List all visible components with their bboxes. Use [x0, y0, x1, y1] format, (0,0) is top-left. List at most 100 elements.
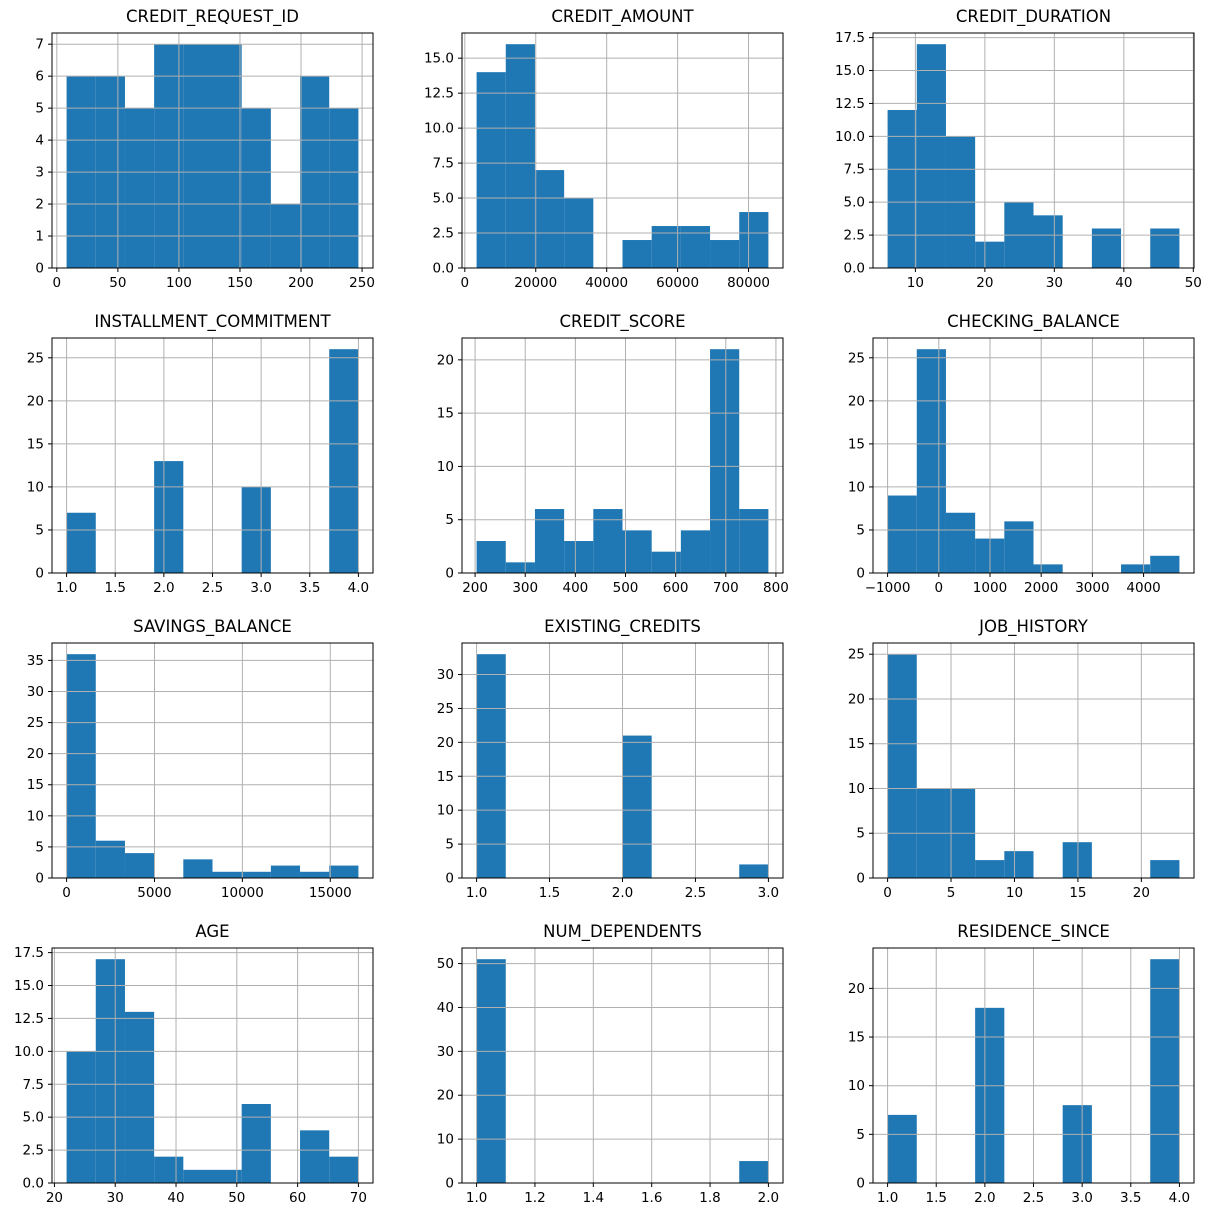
histogram-bar — [154, 461, 184, 573]
y-tick-label: 2.5 — [843, 228, 864, 244]
histogram-bar — [300, 871, 330, 878]
subplot-job-history: 0 5 10 15 20 0 5 10 15 20 25 JOB_HISTORY — [821, 610, 1231, 915]
x-tick-label: 3.0 — [758, 885, 779, 901]
x-tick-label: 0 — [934, 580, 943, 596]
subplot-credit-score: 200 300 400 500 600 700 800 0 5 10 15 20 CREDIT_SCOR… — [410, 305, 820, 610]
x-tick-label: 15000 — [309, 885, 352, 901]
subplot-residence-since: 1.0 1.5 2.0 2.5 3.0 3.5 4.0 0 5 10 15 20 RESIDENCE_S… — [821, 915, 1231, 1220]
y-tick-label: 15.0 — [835, 63, 865, 79]
subplot-title: EXISTING_CREDITS — [544, 617, 701, 637]
histogram-bar — [710, 240, 740, 268]
y-tick-label: 25 — [27, 350, 44, 366]
histogram-bar — [916, 44, 946, 268]
y-tick-label: 10.0 — [835, 129, 865, 145]
y-tick-label: 20 — [27, 746, 44, 762]
histogram-bar — [329, 349, 359, 573]
axes-spines — [461, 337, 784, 574]
histogram-bar — [1033, 564, 1063, 573]
histogram-bar — [241, 1104, 271, 1183]
subplot-title: CREDIT_REQUEST_ID — [126, 7, 299, 27]
x-tick-label: 700 — [713, 580, 739, 596]
subplot-credit-duration: 10 20 30 40 50 0.0 2.5 5.0 7.5 10.0 12.5 15.0 17.5 CR… — [821, 0, 1231, 305]
histogram-bar — [887, 110, 917, 268]
x-tick-label: 2.0 — [974, 1190, 995, 1206]
axes-spines — [51, 32, 374, 269]
y-tick-label: 12.5 — [835, 96, 865, 112]
x-tick-label: 1.0 — [466, 885, 487, 901]
x-tick-label: 30 — [1045, 275, 1062, 291]
histogram-bar — [1033, 215, 1063, 268]
subplot-existing-credits: 1.0 1.5 2.0 2.5 3.0 0 5 10 15 20 25 30 EXISTING_CRED… — [410, 610, 820, 915]
x-tick-label: 1.4 — [583, 1190, 604, 1206]
y-tick-label: 0 — [856, 871, 865, 887]
y-tick-label: 20 — [437, 352, 454, 368]
x-tick-label: 40000 — [586, 275, 629, 291]
histogram-bar — [1003, 851, 1034, 878]
x-tick-label: 1.6 — [641, 1190, 662, 1206]
y-tick-label: 0 — [856, 566, 865, 582]
x-tick-label: 3000 — [1075, 580, 1109, 596]
subplot-title: JOB_HISTORY — [978, 617, 1089, 637]
x-tick-label: 1.8 — [700, 1190, 721, 1206]
histogram-job-history: 0 5 10 15 20 0 5 10 15 20 25 JOB_HISTORY — [847, 617, 1195, 901]
histogram-bar — [1091, 228, 1121, 268]
x-tick-label: 4.0 — [1168, 1190, 1189, 1206]
histogram-bar — [183, 859, 213, 878]
subplot-title: CREDIT_AMOUNT — [552, 7, 695, 27]
y-tick-label: 10 — [437, 1132, 454, 1148]
y-tick-label: 20 — [437, 735, 454, 751]
y-tick-label: 0 — [35, 260, 44, 276]
y-tick-label: 10 — [847, 1078, 864, 1094]
x-tick-label: 3.5 — [299, 580, 320, 596]
histogram-bar — [329, 108, 359, 269]
y-tick-label: 10 — [27, 808, 44, 824]
x-tick-label: 5000 — [137, 885, 171, 901]
x-tick-label: 20 — [46, 1190, 63, 1206]
y-tick-label: 10 — [27, 479, 44, 495]
x-tick-label: 250 — [349, 275, 375, 291]
histogram-bar — [329, 1156, 359, 1183]
y-tick-label: 35 — [27, 653, 44, 669]
histogram-bar — [652, 551, 682, 573]
x-tick-label: 1.5 — [925, 1190, 946, 1206]
histogram-bar — [241, 871, 271, 878]
x-tick-label: 2.0 — [758, 1190, 779, 1206]
y-tick-label: 0 — [446, 566, 455, 582]
y-tick-label: 0 — [856, 1176, 865, 1192]
y-tick-label: 10.0 — [14, 1044, 44, 1060]
x-tick-label: 3.5 — [1120, 1190, 1141, 1206]
histogram-credit-amount: 0 20000 40000 60000 80000 0.0 2.5 5.0 7.5 10.0 12.… — [424, 7, 784, 291]
axes-spines — [51, 642, 374, 879]
y-tick-label: 15 — [437, 406, 454, 422]
subplot-title: CREDIT_DURATION — [956, 7, 1111, 27]
histogram-bar — [710, 349, 740, 573]
x-tick-label: 70 — [350, 1190, 367, 1206]
x-tick-label: 1.0 — [466, 1190, 487, 1206]
y-tick-label: 0 — [35, 566, 44, 582]
histogram-bar — [622, 735, 653, 878]
x-tick-label: 15 — [1069, 885, 1086, 901]
x-tick-label: 2.5 — [1022, 1190, 1043, 1206]
histogram-bar — [506, 44, 536, 268]
x-tick-label: 600 — [663, 580, 689, 596]
y-tick-label: 15 — [847, 436, 864, 452]
histogram-bar — [1149, 555, 1180, 573]
axes-spines — [51, 947, 374, 1184]
y-tick-label: 7.5 — [433, 156, 454, 172]
histogram-credit-score: 200 300 400 500 600 700 800 0 5 10 15 20 CREDIT_SCOR… — [437, 312, 789, 596]
x-tick-label: 3.0 — [250, 580, 271, 596]
histogram-bar — [974, 860, 1004, 878]
x-tick-label: 50 — [228, 1190, 245, 1206]
x-tick-label: 60 — [289, 1190, 306, 1206]
x-tick-label: 200 — [463, 580, 489, 596]
histogram-bar — [974, 1007, 1004, 1183]
histogram-bar — [974, 241, 1004, 268]
x-tick-label: 3.0 — [1071, 1190, 1092, 1206]
histogram-bar — [739, 1161, 769, 1183]
y-tick-label: 17.5 — [835, 30, 865, 46]
y-tick-label: 15 — [847, 736, 864, 752]
histogram-bar — [329, 865, 359, 878]
x-tick-label: 400 — [563, 580, 589, 596]
x-tick-label: 2000 — [1024, 580, 1058, 596]
y-tick-label: 5.0 — [843, 195, 864, 211]
